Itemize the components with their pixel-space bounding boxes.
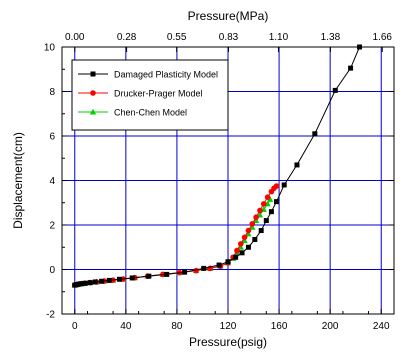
data-point [225, 259, 231, 265]
data-point [164, 271, 170, 277]
data-point [264, 194, 271, 200]
data-point [129, 275, 135, 281]
data-point [237, 241, 244, 247]
data-point [78, 281, 84, 287]
left-axis-title: Displacement(cm) [11, 132, 25, 229]
data-point [263, 218, 269, 224]
top-axis-title: Pressure(MPa) [188, 9, 269, 23]
data-point [146, 273, 152, 279]
data-point [241, 234, 248, 241]
data-point [252, 217, 260, 224]
data-point [274, 199, 280, 205]
data-point [273, 183, 280, 189]
data-point [257, 207, 263, 214]
x2-tick-label: 1.38 [321, 32, 341, 43]
data-point [253, 214, 259, 221]
legend-label: Chen-Chen Model [114, 108, 187, 118]
y-tick-label: 8 [49, 87, 55, 98]
data-point [348, 65, 354, 71]
x-tick-label: 0 [72, 321, 78, 332]
data-point [260, 201, 267, 207]
axes-layer: 0 40 80 120 160 200 240 -2 0 2 4 6 8 10 0.00 0.28 0.55 0.… [44, 32, 395, 332]
data-point [82, 280, 88, 286]
data-point [312, 131, 318, 137]
x2-tick-label: 0.55 [167, 32, 187, 43]
legend-marker [90, 90, 96, 96]
x-tick-label: 240 [373, 321, 390, 332]
data-point [239, 250, 245, 256]
y-tick-label: 10 [44, 43, 56, 54]
y-tick-label: 4 [49, 176, 55, 187]
data-point [233, 254, 239, 260]
data-point [92, 279, 98, 285]
legend-label: Drucker-Prager Model [114, 89, 203, 99]
data-point [106, 277, 112, 283]
data-point [201, 265, 207, 271]
x-tick-label: 200 [322, 321, 339, 332]
y-tick-label: 0 [49, 265, 55, 276]
y-tick-label: -2 [46, 310, 55, 321]
x2-tick-label: 1.10 [269, 32, 289, 43]
data-point [252, 236, 258, 242]
data-point [245, 244, 251, 250]
y-tick-label: 2 [49, 221, 55, 232]
x2-tick-label: 0.83 [219, 32, 239, 43]
series-layer [71, 44, 363, 288]
data-point [234, 247, 240, 254]
legend-label: Damaged Plasticity Model [114, 70, 218, 80]
data-point [332, 87, 338, 93]
data-point [245, 227, 252, 234]
x2-tick-label: 0.00 [65, 32, 85, 43]
data-point [216, 262, 222, 268]
data-point [241, 237, 248, 244]
x-tick-label: 160 [271, 321, 288, 332]
data-point [249, 223, 256, 230]
legend-marker [90, 71, 96, 77]
data-point [268, 209, 274, 215]
data-point [76, 281, 82, 287]
x-tick-label: 120 [220, 321, 237, 332]
data-point [281, 182, 287, 188]
data-point [87, 280, 93, 286]
x-tick-label: 80 [171, 321, 183, 332]
bottom-axis-title: Pressure(psig) [189, 335, 267, 349]
x2-tick-label: 1.66 [373, 32, 393, 43]
y-tick-label: 6 [49, 132, 55, 143]
x-tick-label: 40 [120, 321, 132, 332]
data-point [245, 230, 252, 237]
series-0 [72, 44, 363, 288]
data-point [237, 243, 244, 250]
data-point [249, 221, 256, 227]
data-point [116, 276, 122, 282]
data-point [294, 162, 300, 168]
data-point [99, 278, 105, 284]
data-point [266, 196, 274, 202]
legend-box [71, 59, 229, 131]
data-point [182, 269, 188, 275]
legend: Damaged Plasticity Model Drucker-Prager M… [71, 59, 229, 131]
data-point [258, 228, 264, 234]
legend-marker [89, 108, 97, 115]
x2-tick-label: 0.28 [117, 32, 137, 43]
